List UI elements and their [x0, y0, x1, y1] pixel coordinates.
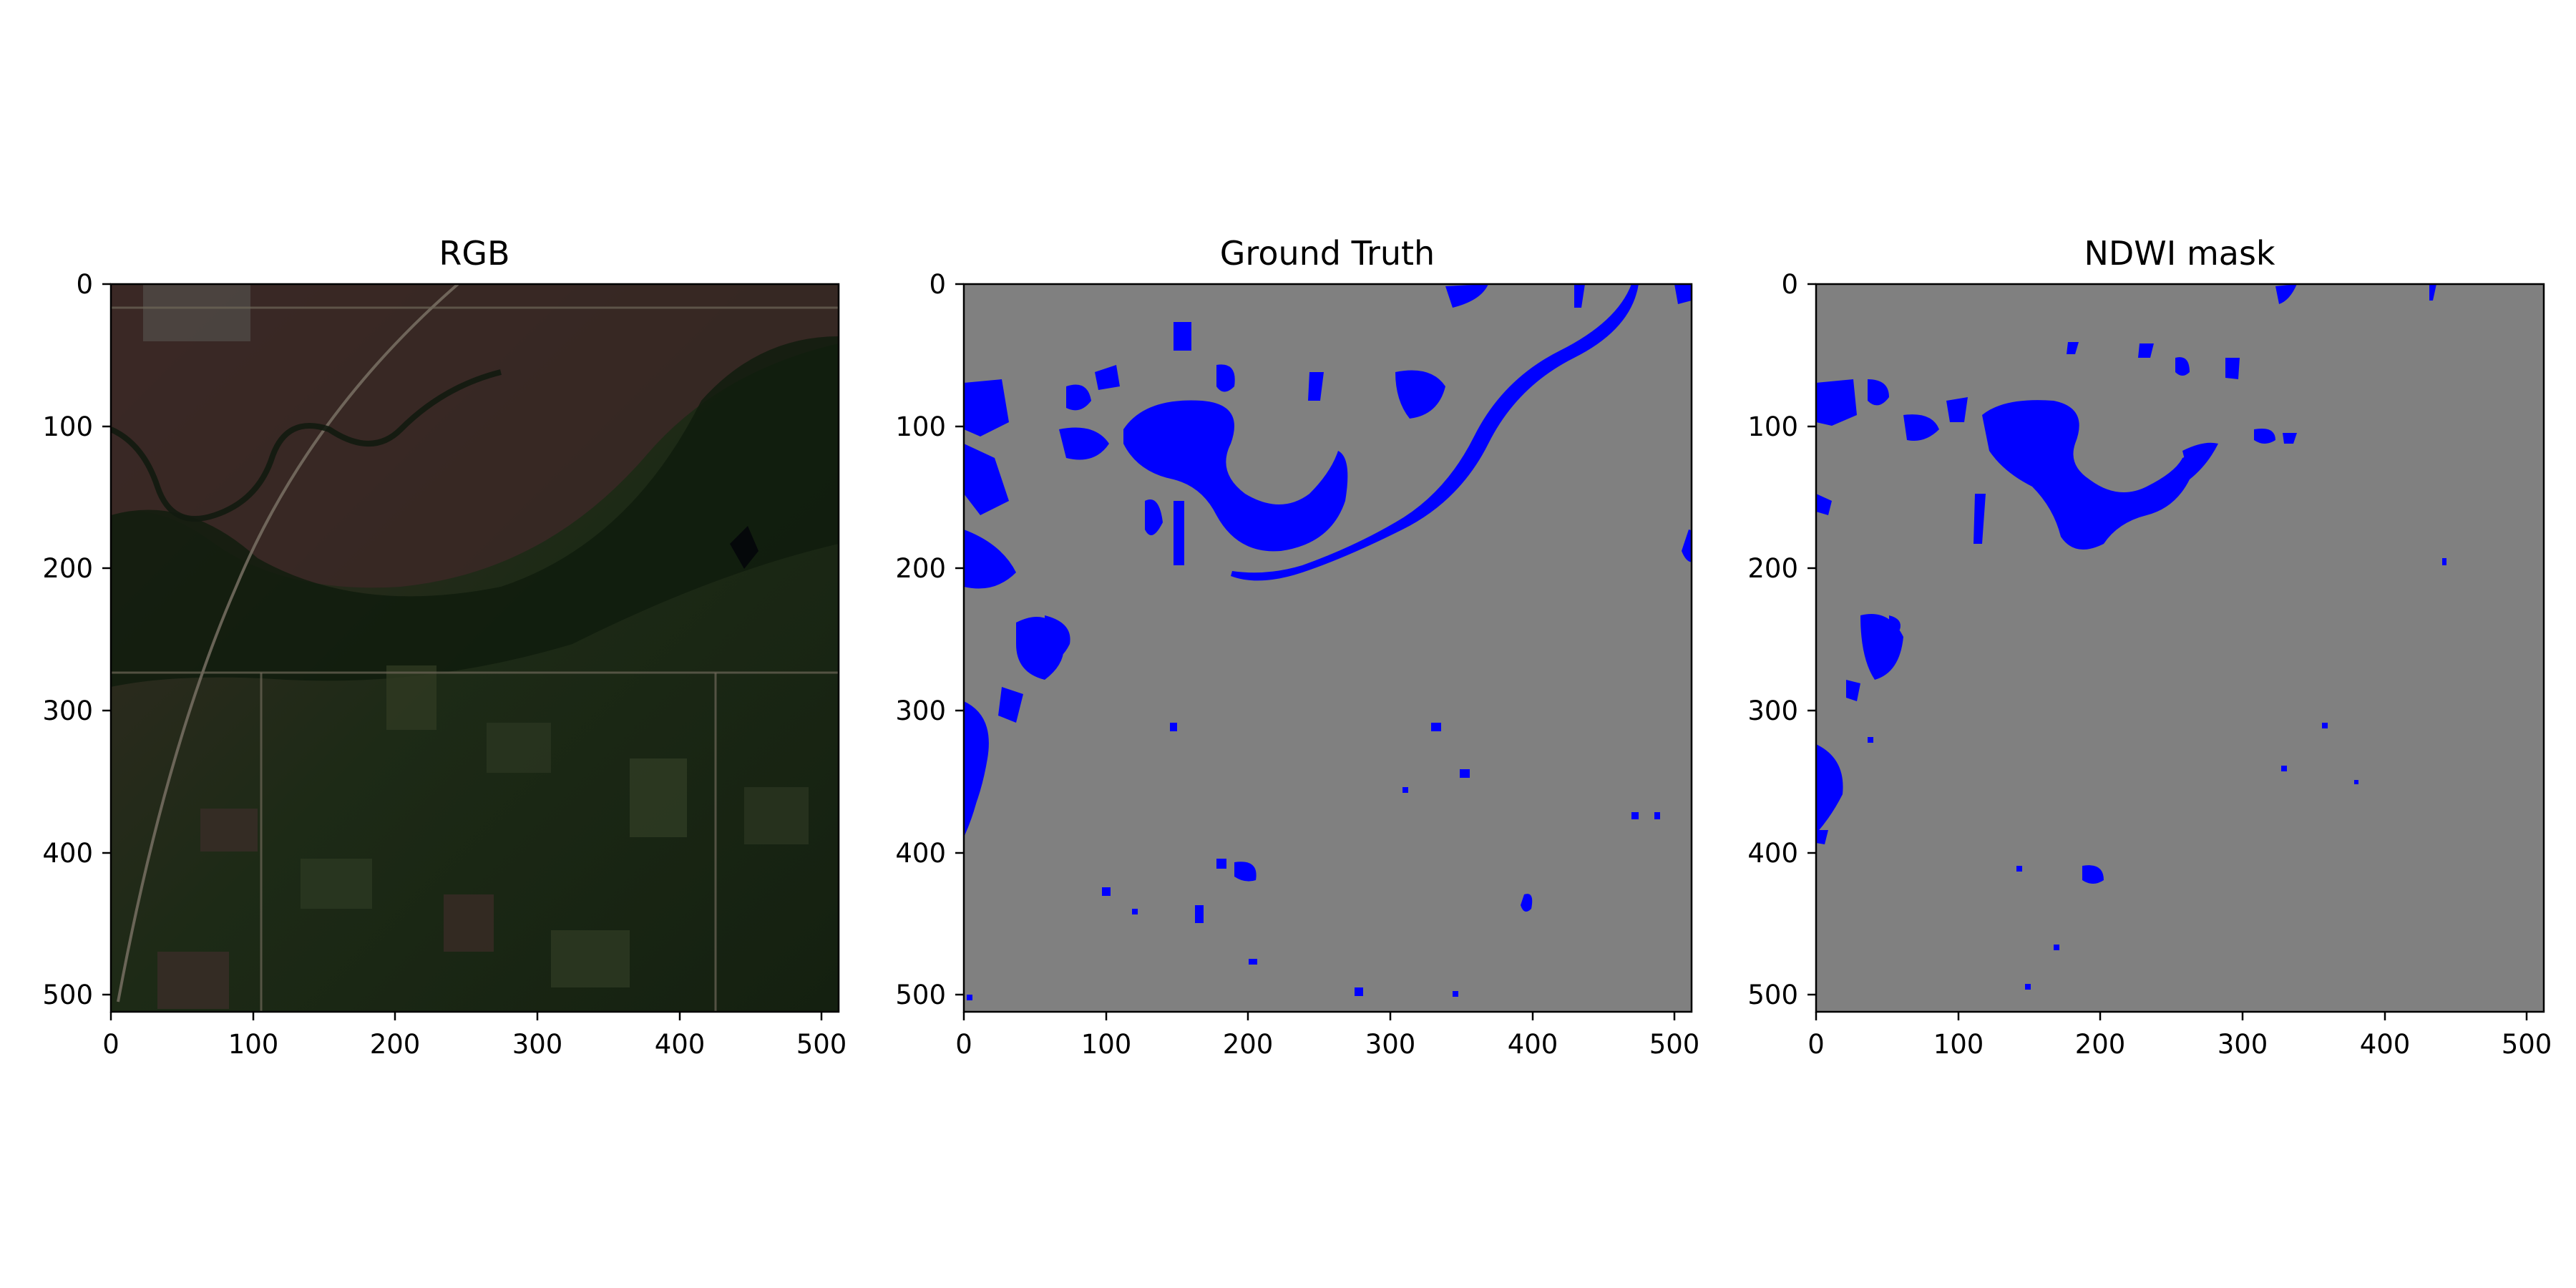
x-tick-label: 400 [2360, 1029, 2411, 1060]
y-tick-label: 300 [895, 696, 946, 726]
x-tick-label: 300 [512, 1029, 563, 1060]
x-tick-label: 200 [1223, 1029, 1274, 1060]
panel-ground-truth: Ground Truth [895, 234, 1699, 1060]
y-tick-label: 400 [42, 838, 93, 869]
x-tick-label: 300 [1365, 1029, 1416, 1060]
y-tick-label: 200 [42, 553, 93, 584]
y-tick-label: 300 [42, 696, 93, 726]
y-tick-label: 100 [1747, 411, 1798, 442]
x-tick-label: 0 [955, 1029, 972, 1060]
x-tick-label: 500 [796, 1029, 847, 1060]
y-tick-label: 0 [1781, 269, 1798, 300]
panel-title-rgb: RGB [439, 234, 509, 273]
rgb-satellite-image [111, 284, 839, 1012]
y-tick-label: 100 [895, 411, 946, 442]
x-tick-label: 500 [1649, 1029, 1700, 1060]
y-tick-label: 200 [895, 553, 946, 584]
y-tick-label: 300 [1747, 696, 1798, 726]
y-axis-ndwi-mask: 0 100 200 300 400 500 [1747, 269, 1816, 1010]
x-tick-label: 0 [102, 1029, 119, 1060]
x-tick-label: 500 [2502, 1029, 2552, 1060]
panel-title-ground-truth: Ground Truth [1220, 234, 1435, 273]
y-tick-label: 400 [895, 838, 946, 869]
x-tick-label: 100 [1081, 1029, 1132, 1060]
x-tick-label: 100 [228, 1029, 279, 1060]
y-tick-label: 500 [895, 980, 946, 1010]
y-axis-ground-truth: 0 100 200 300 400 500 [895, 269, 964, 1010]
x-tick-label: 400 [655, 1029, 706, 1060]
y-axis-rgb: 0 100 200 300 400 500 [42, 269, 111, 1010]
water-regions-ground-truth [964, 284, 1692, 1000]
y-tick-label: 0 [76, 269, 93, 300]
panel-rgb: RGB [42, 234, 847, 1060]
y-tick-label: 100 [42, 411, 93, 442]
ground-truth-mask [964, 284, 1692, 1012]
y-tick-label: 200 [1747, 553, 1798, 584]
y-tick-label: 500 [42, 980, 93, 1010]
panel-title-ndwi-mask: NDWI mask [2084, 234, 2275, 273]
x-tick-label: 100 [1933, 1029, 1984, 1060]
x-tick-label: 0 [1807, 1029, 1825, 1060]
axes-frame-ground-truth [962, 283, 1693, 1013]
x-tick-label: 400 [1508, 1029, 1558, 1060]
x-axis-ground-truth: 0 100 200 300 400 500 [955, 1012, 1699, 1060]
ndwi-mask [1816, 284, 2544, 1012]
x-tick-label: 200 [2075, 1029, 2126, 1060]
y-tick-label: 400 [1747, 838, 1798, 869]
x-axis-ndwi-mask: 0 100 200 300 400 500 [1807, 1012, 2552, 1060]
axes-frame-rgb [109, 283, 840, 1013]
x-tick-label: 300 [2218, 1029, 2268, 1060]
panel-ndwi-mask: NDWI mask [1747, 234, 2552, 1060]
y-tick-label: 0 [929, 269, 946, 300]
x-axis-rgb: 0 100 200 300 400 500 [102, 1012, 847, 1060]
axes-frame-ndwi-mask [1815, 283, 2545, 1013]
y-tick-label: 500 [1747, 980, 1798, 1010]
x-tick-label: 200 [370, 1029, 421, 1060]
water-regions-ndwi [1816, 284, 2446, 990]
